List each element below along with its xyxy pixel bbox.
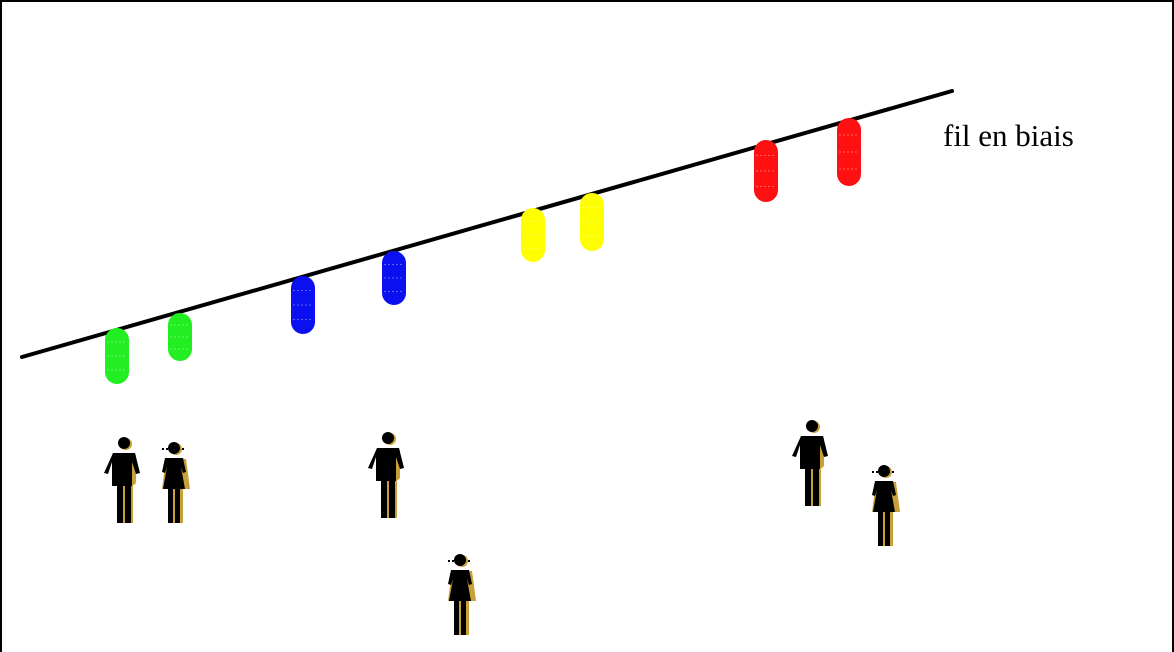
woman-figure	[162, 442, 190, 523]
slanted-wire	[20, 89, 954, 359]
woman-figure	[448, 554, 476, 635]
blue-lantern	[382, 251, 406, 305]
yellow-lantern	[580, 193, 604, 251]
lanterns-group	[105, 118, 861, 384]
woman-figure	[872, 465, 900, 546]
red-lantern	[837, 118, 861, 186]
man-figure	[104, 437, 140, 523]
red-lantern	[754, 140, 778, 202]
figures-group	[104, 420, 900, 635]
wire-label: fil en biais	[943, 118, 1074, 153]
man-figure	[792, 420, 828, 506]
blue-lantern	[291, 276, 315, 334]
yellow-lantern	[521, 208, 545, 262]
green-lantern	[105, 328, 129, 384]
green-lantern	[168, 313, 192, 361]
man-figure	[368, 432, 404, 518]
